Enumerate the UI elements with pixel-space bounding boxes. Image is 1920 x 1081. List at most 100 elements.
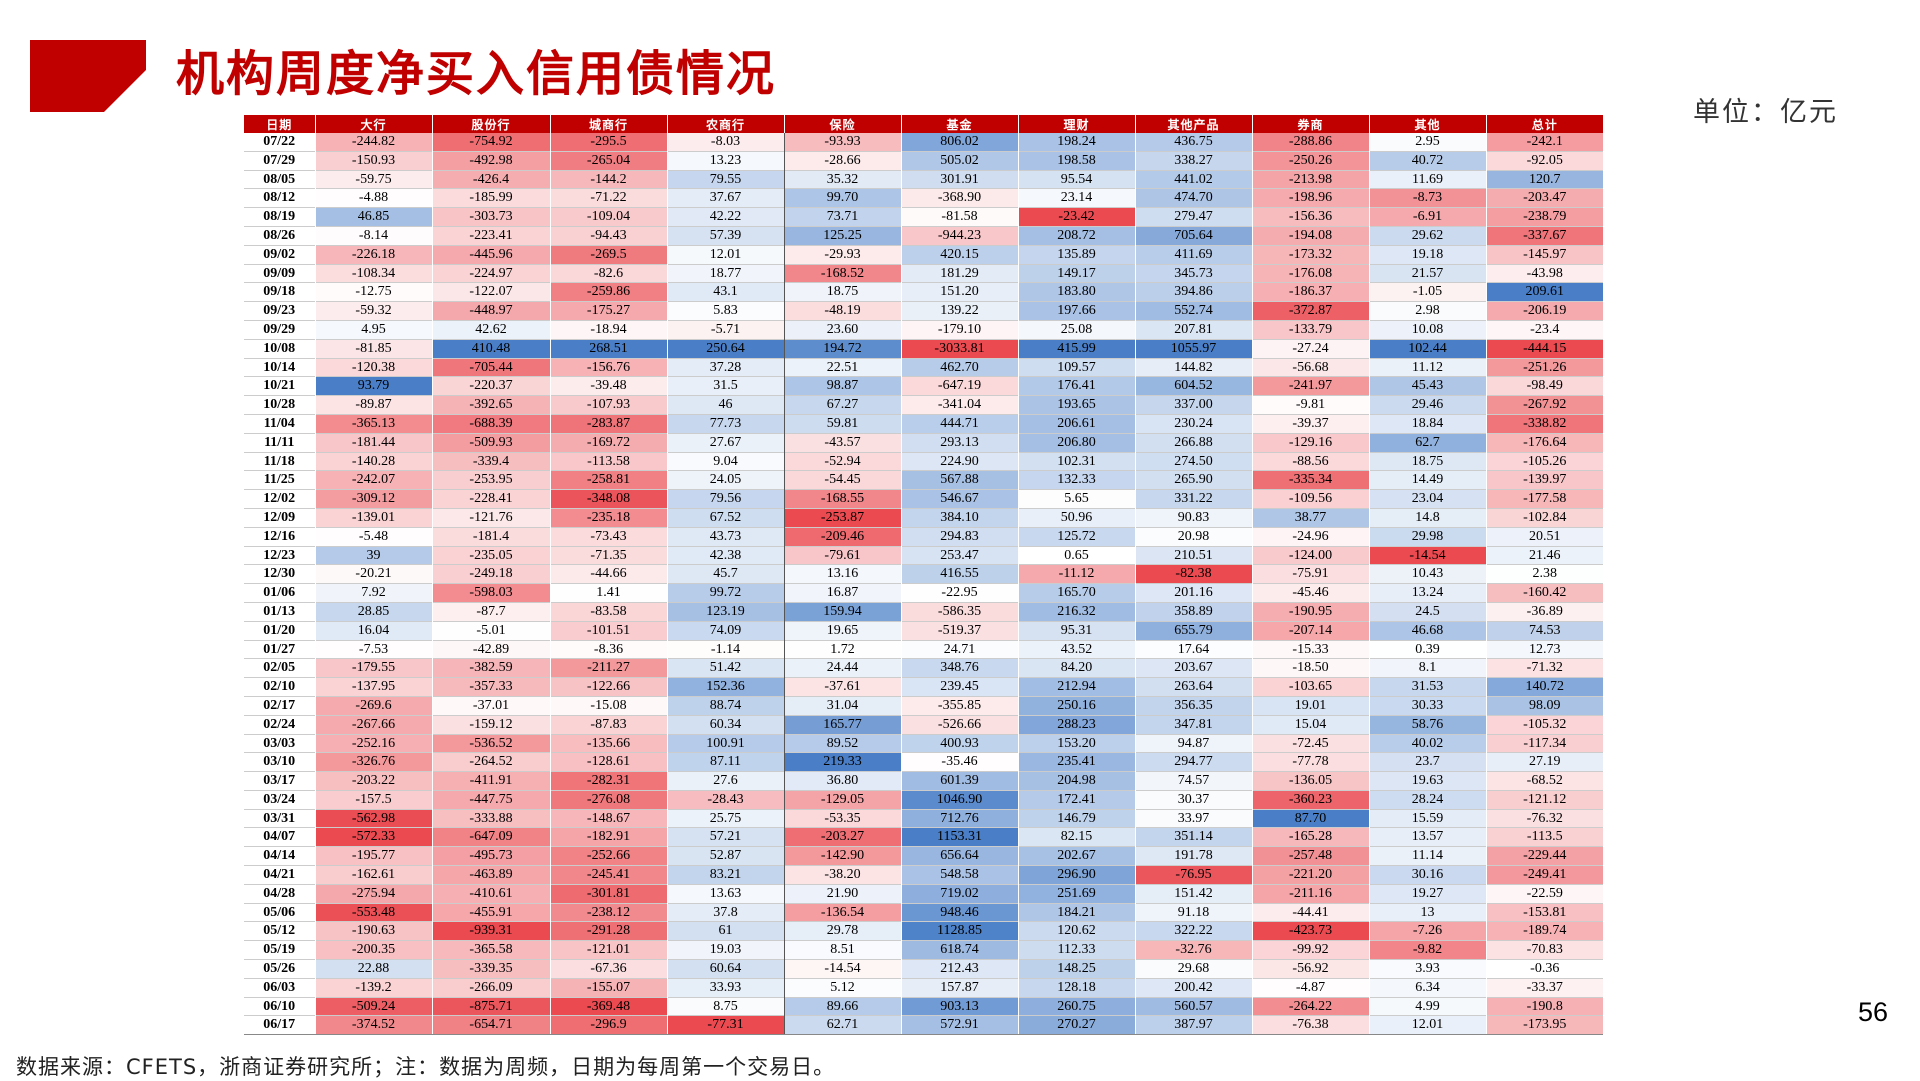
value-cell: -136.54 xyxy=(783,902,901,922)
value-cell: 655.79 xyxy=(1134,620,1252,641)
value-cell: -5.48 xyxy=(314,526,432,547)
value-cell: -301.81 xyxy=(549,883,667,904)
value-cell: -181.4 xyxy=(431,526,550,547)
value-cell: 656.64 xyxy=(900,846,1018,866)
value-cell: -56.68 xyxy=(1251,357,1369,377)
value-cell: 99.70 xyxy=(783,188,901,208)
value-cell: -189.74 xyxy=(1485,921,1603,941)
value-cell: -81.85 xyxy=(314,338,432,359)
value-cell: -4.87 xyxy=(1251,977,1369,998)
value-cell: -269.6 xyxy=(314,695,432,716)
date-cell: 09/09 xyxy=(244,263,315,283)
date-cell: 09/18 xyxy=(244,282,315,302)
value-cell: -52.94 xyxy=(783,451,901,471)
value-cell: -265.04 xyxy=(549,150,667,171)
value-cell: 87.11 xyxy=(666,752,784,772)
value-cell: 33.93 xyxy=(666,977,784,998)
value-cell: 183.80 xyxy=(1017,282,1135,302)
value-cell: -348.08 xyxy=(549,489,667,509)
value-cell: 15.59 xyxy=(1368,808,1486,828)
value-cell: 42.62 xyxy=(431,319,550,340)
value-cell: -99.92 xyxy=(1251,940,1369,960)
value-cell: 712.76 xyxy=(900,808,1018,828)
value-cell: -101.51 xyxy=(549,620,667,641)
date-cell: 03/17 xyxy=(244,771,315,791)
table-row: 12/23 39 -235.05 -71.35 42.38 -79.61 253.47 0.6… xyxy=(244,545,1603,565)
value-cell: 140.72 xyxy=(1485,677,1603,697)
value-cell: 84.20 xyxy=(1017,658,1135,678)
value-cell: -251.26 xyxy=(1485,357,1603,377)
value-cell: -259.86 xyxy=(549,282,667,302)
table-row: 11/11 -181.44 -509.93 -169.72 27.67 -43.57 293… xyxy=(244,432,1603,453)
date-cell: 11/11 xyxy=(244,432,315,453)
value-cell: 77.73 xyxy=(666,413,784,434)
value-cell: -181.44 xyxy=(314,432,432,453)
value-cell: 31.53 xyxy=(1368,677,1486,697)
value-cell: -54.45 xyxy=(783,470,901,490)
value-cell: -28.43 xyxy=(666,789,784,810)
value-cell: -27.24 xyxy=(1251,338,1369,359)
value-cell: 415.99 xyxy=(1017,338,1135,359)
date-cell: 07/22 xyxy=(263,134,296,149)
value-cell: -372.87 xyxy=(1251,301,1369,321)
value-cell: -288.86 xyxy=(1251,133,1369,152)
value-cell: 2.95 xyxy=(1368,133,1486,152)
value-cell: -72.45 xyxy=(1251,733,1369,753)
value-cell: 560.57 xyxy=(1134,996,1252,1016)
value-cell: 27.19 xyxy=(1485,752,1603,772)
value-cell: -509.24 xyxy=(314,996,432,1016)
value-cell: -70.83 xyxy=(1485,940,1603,960)
value-cell: -295.5 xyxy=(549,133,667,152)
value-cell: -200.35 xyxy=(314,940,432,960)
value-cell: -235.05 xyxy=(431,545,550,565)
value-cell: -109.04 xyxy=(549,207,667,227)
value-cell: 109.57 xyxy=(1017,357,1135,377)
date-cell: 11/25 xyxy=(244,470,315,490)
value-cell: -36.89 xyxy=(1485,601,1603,622)
date-cell: 08/19 xyxy=(244,207,315,227)
table-row: 10/14 -120.38 -705.44 -156.76 37.28 22.51 462.… xyxy=(244,357,1603,377)
value-cell: 347.81 xyxy=(1134,714,1252,734)
value-cell: -176.08 xyxy=(1251,263,1369,283)
value-cell: -38.20 xyxy=(783,865,901,885)
value-cell: -37.61 xyxy=(783,677,901,697)
value-cell: -22.95 xyxy=(900,583,1018,603)
value-cell: -337.67 xyxy=(1485,225,1603,246)
value-cell: -76.95 xyxy=(1134,865,1252,885)
table-row: 12/16 -5.48 -181.4 -73.43 43.73 -209.46 294.83… xyxy=(244,526,1603,547)
date-cell: 10/14 xyxy=(244,357,315,377)
value-cell: -185.99 xyxy=(431,188,550,208)
value-cell: 12.01 xyxy=(1368,1015,1486,1036)
value-cell: 16.04 xyxy=(314,620,432,641)
value-cell: -9.81 xyxy=(1251,395,1369,415)
value-cell: -333.88 xyxy=(431,808,550,828)
column-header: 日期 xyxy=(244,115,315,133)
date-cell: 09/23 xyxy=(244,301,315,321)
value-cell: 27.6 xyxy=(666,771,784,791)
value-cell: 903.13 xyxy=(900,996,1018,1016)
value-cell: 705.64 xyxy=(1134,225,1252,246)
value-cell: -120.38 xyxy=(314,357,432,377)
value-cell: -369.48 xyxy=(549,996,667,1016)
value-cell: 46 xyxy=(666,395,784,415)
value-cell: 87.70 xyxy=(1251,808,1369,828)
value-cell: 13 xyxy=(1368,902,1486,922)
value-cell: -121.12 xyxy=(1485,789,1603,810)
value-cell: -48.19 xyxy=(783,301,901,321)
value-cell: -238.79 xyxy=(1485,207,1603,227)
value-cell: 60.34 xyxy=(666,714,784,734)
value-cell: 125.72 xyxy=(1017,526,1135,547)
value-cell: 394.86 xyxy=(1134,282,1252,302)
value-cell: 441.02 xyxy=(1134,169,1252,189)
table-row: 12/09 -139.01 -121.76 -235.18 67.52 -253.87 38… xyxy=(244,507,1603,528)
value-cell: 25.08 xyxy=(1017,319,1135,340)
value-cell: -71.35 xyxy=(549,545,667,565)
value-cell: 91.18 xyxy=(1134,902,1252,922)
value-cell: 35.32 xyxy=(783,169,901,189)
value-cell: -23.42 xyxy=(1017,207,1135,227)
value-cell: 21.90 xyxy=(783,883,901,904)
value-cell: -59.32 xyxy=(314,301,432,321)
value-cell: -82.6 xyxy=(549,263,667,283)
value-cell: -211.27 xyxy=(549,658,667,678)
value-cell: -944.23 xyxy=(900,225,1018,246)
